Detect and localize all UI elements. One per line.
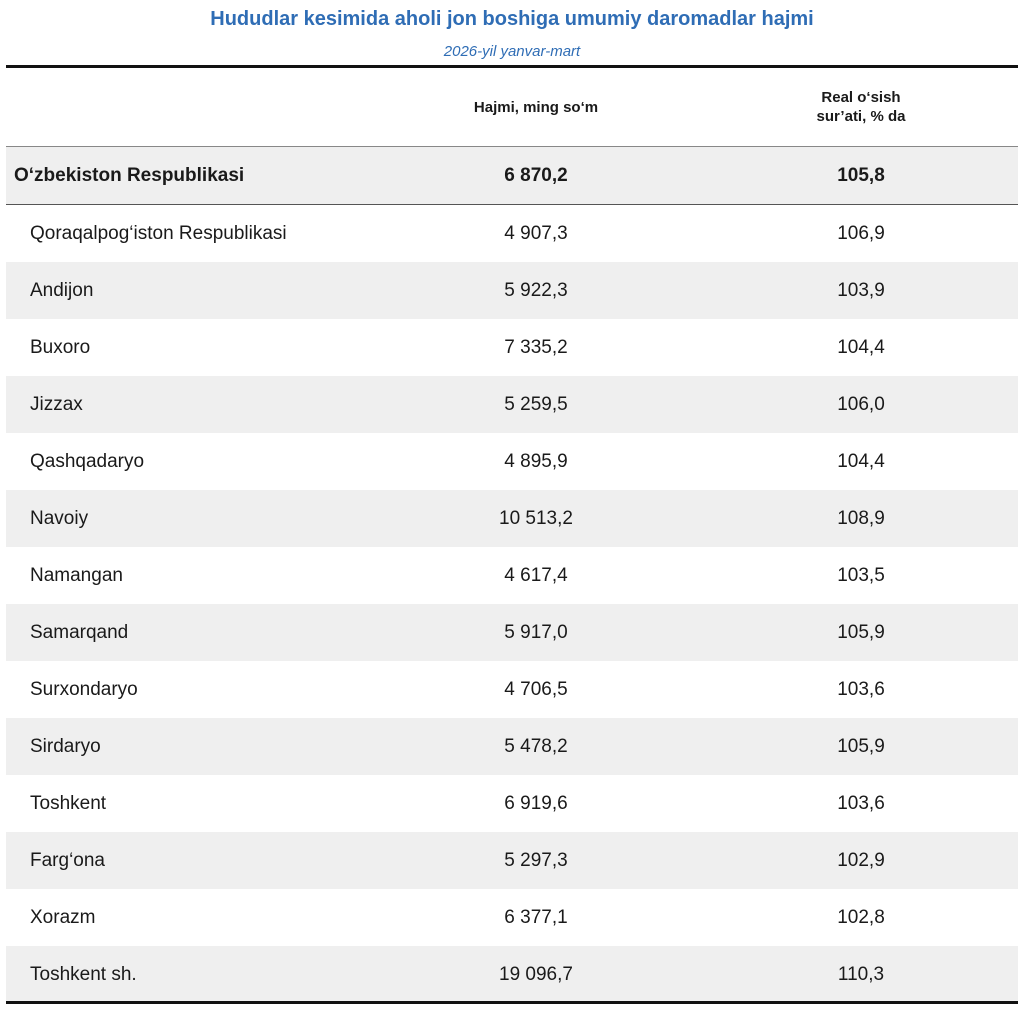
table-row: Toshkent 6 919,6 103,6: [6, 775, 1018, 832]
region-volume: 7 335,2: [504, 337, 568, 358]
region-name: Navoiy: [30, 508, 89, 529]
header-volume-label: Hajmi, ming so‘m: [473, 98, 599, 116]
table-row: Buxoro 7 335,2 104,4: [6, 319, 1018, 376]
table-body: O‘zbekiston Respublikasi 6 870,2 105,8 Q…: [6, 147, 1018, 1003]
region-name: Qashqadaryo: [30, 451, 145, 472]
table-row: Farg‘ona 5 297,3 102,9: [6, 832, 1018, 889]
region-growth: 106,9: [837, 223, 885, 244]
region-name: Farg‘ona: [30, 850, 105, 871]
bottom-rule: [6, 1001, 1018, 1004]
region-volume: 4 706,5: [504, 679, 568, 700]
region-growth: 105,9: [837, 736, 885, 757]
table-title: Hududlar kesimida aholi jon boshiga umum…: [210, 8, 814, 30]
region-volume: 5 478,2: [504, 736, 568, 757]
table-row: Qoraqalpog‘iston Respublikasi 4 907,3 106,…: [6, 205, 1018, 262]
region-growth: 108,9: [837, 508, 885, 529]
region-growth: 102,9: [837, 850, 885, 871]
region-name: Surxondaryo: [30, 679, 138, 700]
table-row: Namangan 4 617,4 103,5: [6, 547, 1018, 604]
region-volume: 5 917,0: [504, 622, 568, 643]
region-volume: 10 513,2: [499, 508, 573, 529]
total-row-volume: 6 870,2: [504, 165, 568, 186]
region-name: Toshkent: [30, 793, 107, 814]
total-row-growth: 105,8: [837, 165, 885, 186]
table-row: Qashqadaryo 4 895,9 104,4: [6, 433, 1018, 490]
region-growth: 104,4: [837, 451, 885, 472]
table-header: Hajmi, ming so‘m Real o‘sish sur’ati, % …: [6, 68, 1018, 147]
table-row: Navoiy 10 513,2 108,9: [6, 490, 1018, 547]
region-volume: 4 895,9: [504, 451, 568, 472]
region-growth: 103,5: [837, 565, 885, 586]
region-growth: 104,4: [837, 337, 885, 358]
table-row: Surxondaryo 4 706,5 103,6: [6, 661, 1018, 718]
region-name: Namangan: [30, 565, 123, 586]
region-volume: 5 297,3: [504, 850, 568, 871]
region-name: Sirdaryo: [30, 736, 101, 757]
header-growth-line-1: Real o‘sish: [821, 89, 901, 106]
region-growth: 103,6: [837, 679, 885, 700]
table-row: Andijon 5 922,3 103,9: [6, 262, 1018, 319]
region-growth: 102,8: [837, 907, 885, 928]
region-growth: 103,6: [837, 793, 885, 814]
region-volume: 6 377,1: [504, 907, 568, 928]
region-volume: 6 919,6: [504, 793, 568, 814]
region-volume: 5 922,3: [504, 280, 568, 301]
region-rows: Qoraqalpog‘iston Respublikasi 4 907,3 106,…: [6, 205, 1018, 1003]
region-name: Xorazm: [30, 907, 96, 928]
table-row: Xorazm 6 377,1 102,8: [6, 889, 1018, 946]
header-growth-line-2: sur’ati, % da: [816, 108, 906, 125]
table-row: Toshkent sh. 19 096,7 110,3: [6, 946, 1018, 1003]
total-row: O‘zbekiston Respublikasi 6 870,2 105,8: [6, 147, 1018, 205]
region-volume: 5 259,5: [504, 394, 568, 415]
region-volume: 19 096,7: [499, 964, 573, 985]
region-volume: 4 907,3: [504, 223, 568, 244]
table-row: Samarqand 5 917,0 105,9: [6, 604, 1018, 661]
region-name: Toshkent sh.: [30, 964, 137, 985]
region-name: Qoraqalpog‘iston Respublikasi: [30, 223, 287, 244]
table-subtitle: 2026-yil yanvar-mart: [443, 43, 581, 60]
region-name: Andijon: [30, 280, 94, 301]
table-row: Jizzax 5 259,5 106,0: [6, 376, 1018, 433]
header-volume: Hajmi, ming so‘m: [416, 68, 656, 146]
table-row: Sirdaryo 5 478,2 105,9: [6, 718, 1018, 775]
region-growth: 106,0: [837, 394, 885, 415]
total-row-name: O‘zbekiston Respublikasi: [14, 165, 245, 186]
region-growth: 103,9: [837, 280, 885, 301]
region-volume: 4 617,4: [504, 565, 568, 586]
region-name: Samarqand: [30, 622, 129, 643]
region-name: Buxoro: [30, 337, 91, 358]
region-growth: 110,3: [837, 964, 885, 985]
region-name: Jizzax: [30, 394, 83, 415]
header-growth: Real o‘sish sur’ati, % da: [761, 68, 961, 146]
top-rule: [6, 65, 1018, 68]
region-growth: 105,9: [837, 622, 885, 643]
